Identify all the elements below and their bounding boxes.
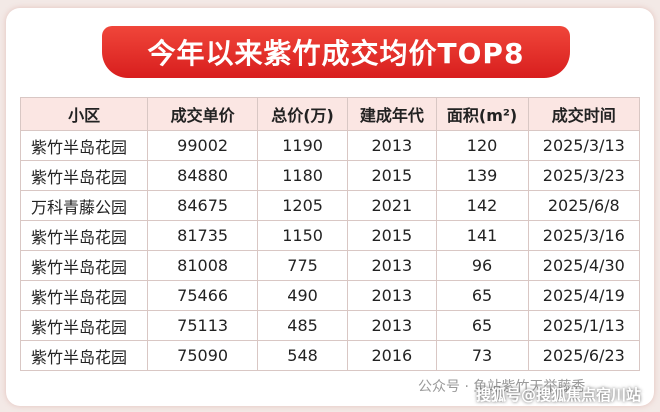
table-cell: 775	[256, 250, 349, 281]
table-cell: 2013	[347, 280, 437, 311]
table-row: 紫竹半岛花园 81008 775 2013 96 2025/4/30	[19, 250, 641, 281]
table-cell: 2025/3/23	[527, 160, 641, 191]
price-value: 81735	[177, 226, 229, 245]
header-cell: 面积(m²)	[435, 97, 529, 131]
table-cell: 2015	[347, 220, 437, 251]
price-cell: 84675	[147, 190, 258, 221]
header-cell: 成交时间	[527, 97, 641, 131]
table-body: 紫竹半岛花园 99002 1190 2013 120 2025/3/13 紫竹半岛花园 848…	[19, 130, 641, 371]
table-cell: 2013	[347, 310, 437, 341]
community-name: 万科青藤公园	[19, 190, 149, 221]
community-name: 紫竹半岛花园	[19, 160, 149, 191]
table-cell: 120	[435, 130, 529, 161]
community-name: 紫竹半岛花园	[19, 310, 149, 341]
table-cell: 2025/3/16	[527, 220, 641, 251]
price-value: 75466	[177, 286, 229, 305]
community-name: 紫竹半岛花园	[19, 130, 149, 161]
table-row: 紫竹半岛花园 81735 1150 2015 141 2025/3/16	[19, 220, 641, 251]
table-row: 紫竹半岛花园 75090 548 2016 73 2025/6/23	[19, 340, 641, 371]
price-cell: 84880	[147, 160, 258, 191]
price-value: 75113	[177, 316, 229, 335]
table-cell: 2025/6/23	[527, 340, 641, 371]
table-cell: 1205	[256, 190, 349, 221]
table-cell: 2013	[347, 130, 437, 161]
table-cell: 2025/4/19	[527, 280, 641, 311]
table-cell: 141	[435, 220, 529, 251]
table-cell: 490	[256, 280, 349, 311]
table-cell: 1150	[256, 220, 349, 251]
price-value: 99002	[177, 136, 229, 155]
table-cell: 96	[435, 250, 529, 281]
table-row: 紫竹半岛花园 75113 485 2013 65 2025/1/13	[19, 310, 641, 341]
table-cell: 2025/3/13	[527, 130, 641, 161]
table-cell: 2013	[347, 250, 437, 281]
table-cell: 1180	[256, 160, 349, 191]
table-row: 紫竹半岛花园 99002 1190 2013 120 2025/3/13	[19, 130, 641, 161]
header-row: 小区 成交单价 总价(万) 建成年代 面积(m²) 成交时间	[19, 97, 641, 131]
table-cell: 2021	[347, 190, 437, 221]
table-row: 紫竹半岛花园 84880 1180 2015 139 2025/3/23	[19, 160, 641, 191]
table-cell: 2016	[347, 340, 437, 371]
header-cell: 总价(万)	[256, 97, 349, 131]
table-cell: 2025/6/8	[527, 190, 641, 221]
table-row: 万科青藤公园 84675 1205 2021 142 2025/6/8	[19, 190, 641, 221]
table-cell: 65	[435, 310, 529, 341]
header-cell: 成交单价	[147, 97, 258, 131]
price-cell: 99002	[147, 130, 258, 161]
price-cell: 81008	[147, 250, 258, 281]
price-cell: 75090	[147, 340, 258, 371]
community-name: 紫竹半岛花园	[19, 280, 149, 311]
table-row: 紫竹半岛花园 75466 490 2013 65 2025/4/19	[19, 280, 641, 311]
table-cell: 2025/1/13	[527, 310, 641, 341]
price-value: 84675	[177, 196, 229, 215]
price-value: 81008	[177, 256, 229, 275]
table-cell: 2025/4/30	[527, 250, 641, 281]
community-name: 紫竹半岛花园	[19, 340, 149, 371]
table-cell: 65	[435, 280, 529, 311]
table-cell: 548	[256, 340, 349, 371]
community-name: 紫竹半岛花园	[19, 220, 149, 251]
table-cell: 73	[435, 340, 529, 371]
title-banner: 今年以来紫竹成交均价TOP8	[102, 26, 570, 78]
watermark: 公众号 · 鱼站紫竹天举藤秀	[418, 379, 586, 395]
table-cell: 485	[256, 310, 349, 341]
price-value: 75090	[177, 346, 229, 365]
price-cell: 75466	[147, 280, 258, 311]
table-cell: 2015	[347, 160, 437, 191]
price-value: 84880	[177, 166, 229, 185]
table-cell: 142	[435, 190, 529, 221]
table-cell: 1190	[256, 130, 349, 161]
price-cell: 75113	[147, 310, 258, 341]
header-cell: 小区	[19, 97, 149, 131]
title: 今年以来紫竹成交均价TOP8	[147, 37, 525, 70]
price-table: 小区 成交单价 总价(万) 建成年代 面积(m²) 成交时间 紫竹半岛花园 99002 119…	[19, 97, 641, 371]
header-cell: 建成年代	[347, 97, 437, 131]
table-cell: 139	[435, 160, 529, 191]
price-cell: 81735	[147, 220, 258, 251]
community-name: 紫竹半岛花园	[19, 250, 149, 281]
watermark: 搜狐号@搜狐焦点宿川站	[476, 386, 642, 404]
